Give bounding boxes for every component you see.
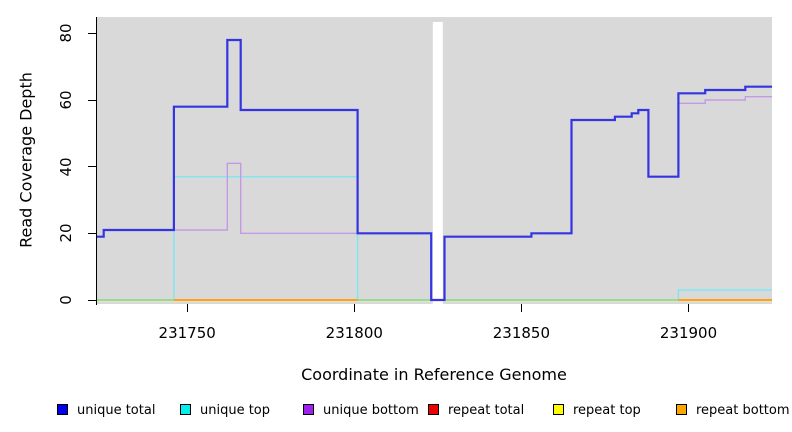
legend-swatch-icon [57,404,68,415]
y-axis-line [96,17,97,305]
y-tick-label: 80 [57,23,75,43]
x-tick-label: 231900 [659,324,718,342]
y-tick-label: 0 [57,295,75,305]
series-unique-total [97,38,772,302]
legend-label: unique top [200,403,271,418]
series-unique-top [444,289,772,301]
legend-label: unique bottom [323,403,419,418]
y-tick-mark [88,99,96,101]
x-tick-mark [353,304,355,312]
series-unique-bottom [444,96,772,238]
coverage-step-chart [97,22,772,304]
series-unique-top [97,176,432,301]
legend-swatch-icon [303,404,314,415]
plot-panel [97,17,772,304]
y-tick-mark [88,299,96,301]
legend-swatch-icon [180,404,191,415]
y-tick-label: 40 [57,157,75,177]
x-tick-mark [186,304,188,312]
legend-swatch-icon [553,404,564,415]
y-tick-mark [88,232,96,234]
x-axis-title: Coordinate in Reference Genome [301,365,567,384]
legend-label: repeat total [448,403,525,418]
series-unique-bottom [97,162,432,238]
x-tick-label: 231850 [492,324,551,342]
legend-swatch-icon [676,404,687,415]
y-tick-mark [88,166,96,168]
legend-label: repeat top [573,403,641,418]
x-tick-mark [520,304,522,312]
x-tick-label: 231750 [158,324,216,342]
legend-swatch-icon [428,404,439,415]
x-tick-label: 231800 [325,324,383,342]
y-axis-title: Read Coverage Depth [16,72,36,248]
y-tick-mark [88,32,96,34]
y-tick-label: 60 [57,90,75,110]
legend-label: unique total [77,403,156,418]
x-tick-mark [688,304,689,312]
no-data-gap-band [432,22,443,304]
y-tick-label: 20 [57,223,75,243]
legend-label: repeat bottom [696,403,790,418]
